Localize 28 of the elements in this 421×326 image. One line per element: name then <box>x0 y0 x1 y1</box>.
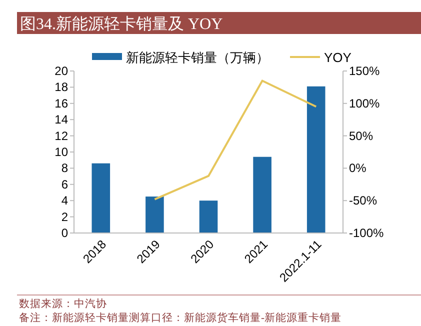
y-tick-label: 6 <box>61 177 68 192</box>
y-tick-label: 12 <box>54 128 68 143</box>
y2-tick-label: -100% <box>349 226 384 240</box>
y-tick-label: 2 <box>61 210 68 224</box>
text: 备注：新能源轻卡销量测算口径：新能源货车销量-新能源重卡销量 <box>19 311 342 324</box>
bar <box>199 200 218 233</box>
bar <box>92 163 110 233</box>
y-tick-label: 4 <box>61 194 68 208</box>
y2-tick-label: 50% <box>349 128 374 143</box>
y-tick-label: 18 <box>54 80 68 94</box>
y-tick-label: 14 <box>54 112 68 127</box>
bar <box>146 196 164 233</box>
bar <box>306 86 326 233</box>
y-tick-label: 16 <box>54 96 68 110</box>
y2-tick-label: 100% <box>349 96 380 110</box>
y-tick-label: 8 <box>61 161 68 176</box>
y2-tick-label: 150% <box>349 64 380 78</box>
y-tick-label: 20 <box>54 64 68 78</box>
line-series <box>154 80 318 200</box>
legend-label: YOY <box>324 50 352 65</box>
y-tick-label: 0 <box>61 226 68 240</box>
bar <box>253 156 272 233</box>
y2-tick-label: 0% <box>349 161 367 176</box>
legend-label: 新能源轻卡销量（万辆） <box>126 50 269 65</box>
source-note: 数据来源：中汽协 <box>19 297 107 310</box>
chart-title: 图34.新能源轻卡销量及 YOY <box>20 15 224 33</box>
y2-tick-label: -50% <box>349 194 378 208</box>
y-tick-label: 10 <box>54 145 68 159</box>
